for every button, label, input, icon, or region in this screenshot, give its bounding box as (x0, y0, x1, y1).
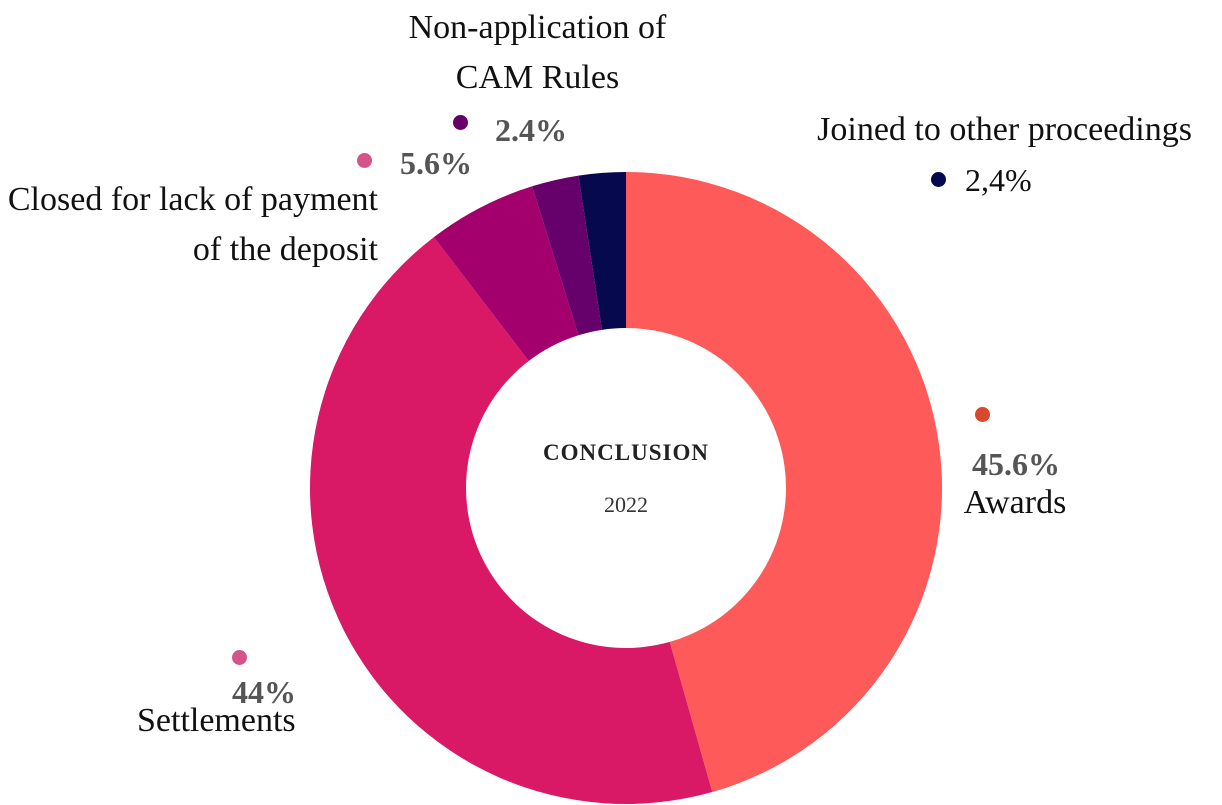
category-label: Closed for lack of payment of the deposi… (7, 181, 378, 268)
category-label: Awards (963, 484, 1067, 521)
data-label: 45.6% (972, 446, 1060, 482)
data-label: 2.4% (495, 112, 567, 148)
data-label: 2,4% (965, 162, 1032, 198)
donut-segment (578, 172, 626, 330)
chart-subtitle: 2022 (604, 492, 648, 517)
category-label: Settlements (137, 702, 296, 739)
legend-marker (232, 650, 247, 665)
legend-marker (453, 115, 468, 130)
donut-segment (626, 172, 942, 793)
category-label: Joined to other proceedings (817, 111, 1192, 148)
category-label: Non-application of CAM Rules (408, 9, 667, 96)
legend-marker (931, 172, 946, 187)
chart-title: CONCLUSION (543, 440, 709, 465)
data-label: 44% (232, 674, 296, 710)
donut-segment (532, 175, 602, 336)
legend-marker (357, 153, 372, 168)
data-label: 5.6% (400, 145, 472, 181)
legend-marker (975, 407, 990, 422)
donut-segment (433, 186, 579, 361)
donut-segment (310, 237, 713, 805)
